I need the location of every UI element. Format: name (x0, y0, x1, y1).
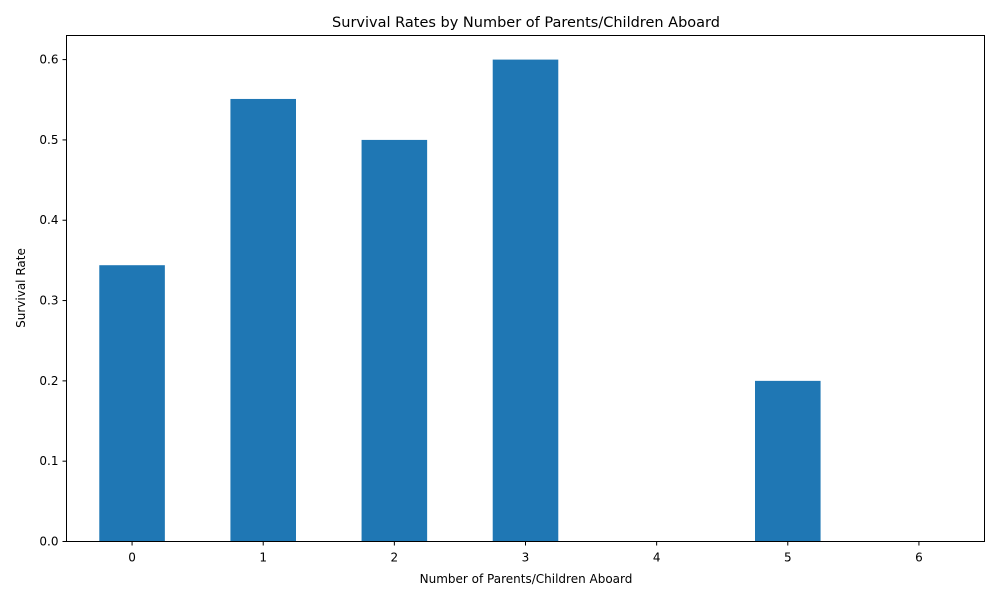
bar-1 (230, 98, 296, 542)
y-tick-label: 0.4 (39, 213, 58, 227)
bar-3 (492, 59, 559, 542)
x-tick-label: 2 (391, 551, 399, 565)
bar-5 (755, 380, 821, 542)
x-tick-label: 5 (784, 551, 792, 565)
y-tick-label: 0.1 (39, 454, 58, 468)
x-tick-label: 0 (128, 551, 136, 565)
x-axis-label: Number of Parents/Children Aboard (420, 572, 633, 586)
chart-title: Survival Rates by Number of Parents/Chil… (332, 15, 720, 31)
y-axis-label: Survival Rate (14, 248, 28, 328)
x-tick-label: 1 (259, 551, 267, 565)
bar-2 (361, 139, 428, 542)
x-tick-label: 3 (522, 551, 530, 565)
y-tick-label: 0.0 (39, 535, 58, 549)
y-tick-label: 0.2 (39, 374, 58, 388)
y-tick-label: 0.5 (39, 133, 58, 147)
bars-group (99, 59, 821, 542)
bar-0 (99, 265, 165, 542)
x-tick-label: 6 (915, 551, 923, 565)
y-tick-label: 0.6 (39, 53, 58, 67)
y-axis-ticks: 0.0 0.1 0.2 0.3 0.4 0.5 0.6 (39, 53, 67, 549)
x-tick-label: 4 (653, 551, 661, 565)
y-tick-label: 0.3 (39, 294, 58, 308)
x-axis-ticks: 0 1 2 3 4 5 6 (128, 541, 923, 565)
plot-frame (66, 35, 985, 542)
